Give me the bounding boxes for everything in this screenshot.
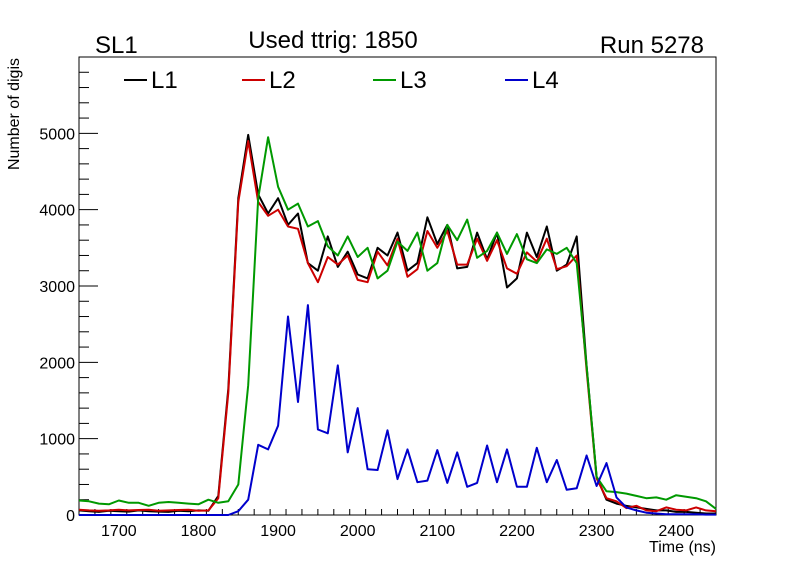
x-tick-label: 2400 <box>658 523 694 540</box>
y-tick-label: 1000 <box>39 432 75 449</box>
x-tick-label: 2200 <box>499 523 535 540</box>
x-tick-label: 1900 <box>260 523 296 540</box>
legend-label-l4: L4 <box>532 67 559 94</box>
y-axis-title: Number of digis <box>6 58 23 170</box>
x-tick-label: 1700 <box>101 523 137 540</box>
legend: L1 L2 L3 L4 <box>124 67 559 94</box>
superlayer-label: SL1 <box>95 32 138 59</box>
legend-label-l1: L1 <box>151 67 178 94</box>
x-tick-label: 1800 <box>181 523 217 540</box>
x-tick-label: 2000 <box>340 523 376 540</box>
series-line-l3 <box>78 136 717 510</box>
legend-label-l3: L3 <box>400 67 427 94</box>
series-lines <box>78 133 717 516</box>
y-tick-label: 3000 <box>39 279 75 296</box>
y-tick-label: 0 <box>66 508 75 525</box>
x-tick-label: 2100 <box>420 523 456 540</box>
series-line-l2 <box>78 140 717 513</box>
legend-label-l2: L2 <box>269 67 296 94</box>
series-line-l1 <box>78 133 716 515</box>
y-tick-label: 4000 <box>39 203 75 220</box>
axis-tick-labels: 1700 1800 1900 2000 2100 2200 2300 2400 0 1000 200… <box>39 126 694 540</box>
series-line-l4 <box>79 304 716 516</box>
run-number-label: Run 5278 <box>600 32 704 59</box>
y-tick-label: 2000 <box>39 355 75 372</box>
chart-title: Used ttrig: 1850 <box>248 27 417 54</box>
x-axis-title: Time (ns) <box>649 539 716 556</box>
x-tick-label: 2300 <box>579 523 615 540</box>
y-tick-label: 5000 <box>39 126 75 143</box>
